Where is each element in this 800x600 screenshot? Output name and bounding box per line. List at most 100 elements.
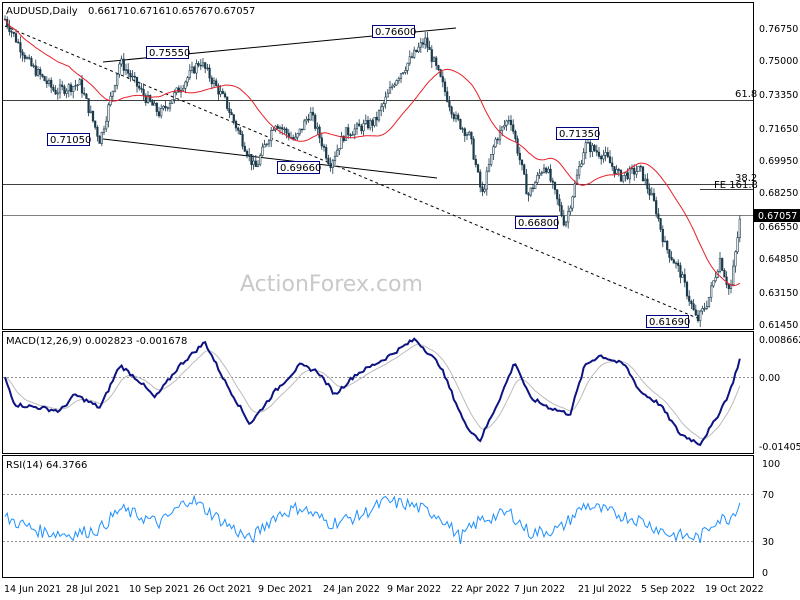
candle-body	[375, 116, 378, 121]
candle-body	[355, 123, 359, 130]
candle-body	[78, 79, 81, 86]
candle-body	[584, 142, 587, 154]
candle-body	[472, 138, 475, 160]
candle-body	[443, 81, 447, 93]
candle-body	[386, 92, 389, 98]
candle-body	[12, 31, 15, 34]
candle-body	[397, 78, 400, 81]
candle-body	[580, 163, 583, 167]
candle-body	[424, 37, 427, 45]
candle-body	[54, 89, 57, 95]
candle-body	[399, 73, 403, 79]
candle-body	[254, 160, 257, 168]
candle-body	[14, 33, 18, 43]
candle-body	[538, 173, 541, 176]
candle-body	[342, 135, 345, 142]
candle-body	[481, 186, 484, 192]
candle-body	[608, 156, 612, 164]
time-tick: 28 Jul 2021	[66, 584, 120, 595]
candle-body	[155, 102, 158, 113]
candle-body	[644, 178, 647, 182]
candle-body	[250, 154, 253, 165]
candle-body	[705, 306, 708, 309]
candle-body	[261, 146, 264, 156]
candle-body	[316, 126, 319, 129]
candle-body	[320, 137, 323, 147]
candle-body	[668, 249, 671, 258]
candle-body	[362, 123, 365, 132]
candle-body	[452, 113, 455, 120]
candle-body	[661, 228, 664, 243]
last-price-marker: 0.67057	[754, 209, 800, 222]
candle-body	[732, 265, 735, 285]
candle-body	[646, 178, 649, 190]
ohlc-close: 0.67057	[214, 6, 255, 17]
candle-body	[305, 118, 308, 122]
annotation-076600: 0.76600	[372, 25, 416, 38]
candle-body	[463, 128, 466, 136]
candle-body	[144, 95, 147, 104]
candle-body	[327, 157, 330, 165]
candle-body	[43, 76, 46, 82]
candle-body	[263, 144, 266, 148]
candle-body	[595, 150, 598, 153]
candle-body	[410, 56, 414, 58]
candle-body	[582, 152, 585, 165]
candle-body	[206, 67, 209, 70]
candle-body	[296, 133, 299, 138]
macd-tick: -0.014055	[759, 442, 800, 453]
candle-body	[384, 96, 387, 104]
candle-body	[476, 164, 480, 173]
candle-body	[146, 95, 150, 104]
candle-body	[602, 155, 605, 160]
candle-body	[201, 62, 205, 67]
candle-body	[197, 63, 200, 66]
candle-body	[393, 84, 396, 87]
candle-body	[496, 138, 499, 141]
label-fe-161-8: FE 161.8	[714, 180, 758, 191]
candle-body	[122, 58, 125, 71]
moving-average-line	[4, 19, 741, 287]
candle-body	[91, 110, 95, 122]
candle-body	[294, 136, 297, 140]
candle-body	[256, 163, 260, 168]
candle-body	[569, 207, 572, 212]
candle-body	[248, 154, 251, 156]
candle-body	[245, 150, 249, 156]
macd-last-marker: 0.00	[754, 370, 780, 384]
candle-body	[677, 262, 680, 266]
svg-text:0.00: 0.00	[759, 373, 780, 384]
time-tick: 10 Sep 2021	[129, 584, 189, 595]
candle-body	[127, 69, 130, 74]
candle-body	[454, 114, 458, 120]
candle-body	[527, 193, 530, 196]
candle-body	[76, 84, 79, 86]
candle-body	[307, 118, 310, 121]
candle-body	[171, 99, 174, 104]
candle-body	[358, 123, 361, 127]
price-tick: 0.76750	[759, 24, 798, 35]
candle-body	[102, 128, 106, 133]
rsi-panel-frame	[2, 455, 754, 578]
macd-panel-frame	[2, 331, 754, 454]
price-panel-frame	[2, 2, 754, 330]
candle-body	[135, 76, 139, 87]
candle-body	[615, 169, 618, 174]
candle-body	[369, 120, 372, 129]
candle-body	[593, 145, 596, 151]
candle-body	[395, 80, 398, 86]
time-tick: 21 Jul 2022	[578, 584, 632, 595]
candle-body	[21, 51, 24, 56]
candle-body	[265, 143, 268, 146]
candle-body	[487, 164, 491, 172]
candle-body	[622, 175, 625, 182]
macd-line	[4, 337, 741, 447]
candle-body	[360, 125, 363, 132]
candle-body	[613, 166, 616, 174]
candle-body	[89, 110, 92, 113]
candle-body	[223, 93, 227, 98]
candle-body	[701, 308, 704, 312]
candle-body	[272, 129, 275, 132]
candle-body	[105, 120, 108, 130]
rsi-tick: 100	[762, 459, 780, 470]
